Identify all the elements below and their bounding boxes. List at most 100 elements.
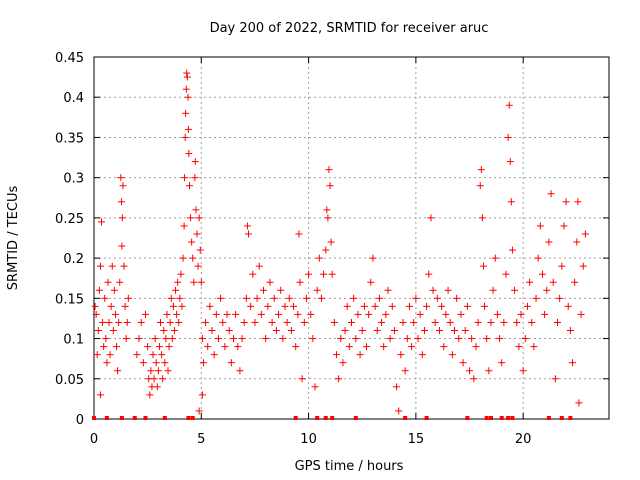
- data-point: [425, 270, 433, 278]
- data-point: [547, 190, 555, 198]
- data-point: [410, 318, 418, 326]
- data-point: [119, 182, 127, 190]
- data-point: [133, 351, 141, 359]
- data-point: [154, 367, 162, 375]
- data-point: [123, 318, 131, 326]
- zero-marker: [484, 416, 489, 420]
- zero-marker: [330, 416, 335, 420]
- data-point: [327, 238, 335, 246]
- data-point: [195, 214, 203, 222]
- plot-frame: [93, 56, 610, 420]
- data-point: [528, 318, 536, 326]
- data-point: [309, 335, 317, 343]
- data-point: [179, 254, 187, 262]
- data-point: [137, 318, 145, 326]
- data-point: [290, 302, 298, 310]
- data-point: [556, 294, 564, 302]
- data-point: [196, 246, 204, 254]
- data-point: [384, 286, 392, 294]
- y-axis-label: SRMTID / TECUs: [6, 186, 21, 291]
- data-point: [166, 318, 174, 326]
- y-tick-label: 0.45: [55, 51, 84, 66]
- x-axis-label: GPS time / hours: [295, 459, 404, 474]
- data-point: [369, 254, 377, 262]
- data-point: [517, 310, 525, 318]
- data-point: [103, 359, 111, 367]
- data-point: [496, 335, 504, 343]
- data-point: [560, 222, 568, 230]
- data-point: [217, 294, 225, 302]
- data-point: [343, 302, 351, 310]
- data-point: [165, 343, 173, 351]
- x-tick-label: 10: [300, 432, 317, 447]
- data-point: [190, 278, 198, 286]
- data-point: [491, 254, 499, 262]
- data-point: [345, 343, 353, 351]
- data-point: [198, 391, 206, 399]
- data-point: [418, 351, 426, 359]
- data-point: [532, 294, 540, 302]
- data-point: [185, 150, 193, 158]
- x-tick-label: 0: [90, 432, 98, 447]
- data-point: [182, 85, 190, 93]
- data-point: [212, 310, 220, 318]
- y-tick-label: 0.25: [55, 212, 84, 227]
- data-point: [416, 310, 424, 318]
- data-point: [164, 367, 172, 375]
- data-point: [283, 318, 291, 326]
- data-point: [163, 310, 171, 318]
- zero-marker: [323, 416, 328, 420]
- data-point: [307, 310, 315, 318]
- zero-marker: [104, 416, 109, 420]
- data-point: [455, 335, 463, 343]
- data-point: [579, 262, 587, 270]
- data-point: [320, 270, 328, 278]
- data-point: [360, 302, 368, 310]
- data-point: [420, 327, 428, 335]
- data-point: [352, 335, 360, 343]
- data-points: [91, 69, 589, 420]
- data-point: [287, 327, 295, 335]
- data-point: [264, 302, 272, 310]
- data-point: [281, 302, 289, 310]
- y-tick-label: 0.35: [55, 131, 84, 146]
- data-point: [262, 335, 270, 343]
- data-point: [337, 335, 345, 343]
- data-point: [115, 318, 123, 326]
- data-point: [493, 310, 501, 318]
- data-point: [403, 335, 411, 343]
- data-point: [317, 294, 325, 302]
- data-point: [401, 367, 409, 375]
- data-point: [172, 286, 180, 294]
- data-point: [270, 294, 278, 302]
- data-point: [526, 278, 534, 286]
- data-point: [238, 335, 246, 343]
- data-point: [457, 310, 465, 318]
- data-point: [177, 270, 185, 278]
- zero-marker: [559, 416, 564, 420]
- data-point: [94, 327, 102, 335]
- data-point: [210, 351, 218, 359]
- data-point: [438, 302, 446, 310]
- data-point: [168, 335, 176, 343]
- zero-marker: [353, 416, 358, 420]
- data-point: [175, 318, 183, 326]
- data-point: [562, 198, 570, 206]
- data-point: [275, 310, 283, 318]
- data-point: [242, 294, 250, 302]
- data-point: [502, 270, 510, 278]
- data-point: [158, 351, 166, 359]
- data-point: [478, 214, 486, 222]
- data-point: [189, 254, 197, 262]
- data-point: [378, 318, 386, 326]
- data-point: [253, 294, 261, 302]
- data-point: [395, 407, 403, 415]
- data-point: [498, 359, 506, 367]
- data-point: [574, 198, 582, 206]
- zero-marker: [190, 416, 195, 420]
- data-point: [405, 302, 413, 310]
- data-point: [167, 294, 175, 302]
- data-point: [161, 359, 169, 367]
- zero-marker: [546, 416, 551, 420]
- data-point: [564, 302, 572, 310]
